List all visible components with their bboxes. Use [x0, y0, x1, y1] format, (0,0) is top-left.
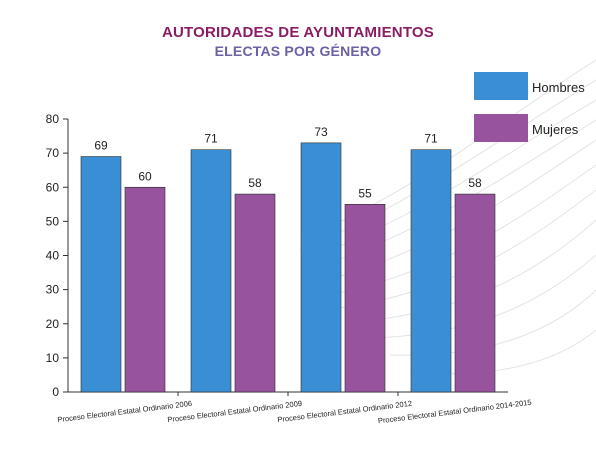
data-label: 71: [424, 132, 438, 146]
y-tick-label: 60: [46, 180, 60, 194]
y-tick-label: 30: [46, 283, 60, 297]
chart-title-line2: ELECTAS POR GÉNERO: [214, 43, 382, 59]
bar-hombres: [80, 156, 122, 393]
legend-swatch-hombres: [474, 72, 528, 100]
y-tick-label: 80: [46, 112, 60, 126]
y-tick-label: 10: [46, 351, 60, 365]
bar-mujeres: [454, 193, 496, 393]
legend-swatch-mujeres: [474, 114, 528, 142]
legend-label-hombres: Hombres: [532, 80, 585, 95]
y-tick-label: 20: [46, 317, 60, 331]
bar-hombres: [300, 142, 342, 393]
bar-mujeres: [344, 204, 386, 393]
bar-hombres: [190, 149, 232, 393]
bar-mujeres: [234, 193, 276, 393]
y-tick-label: 50: [46, 214, 60, 228]
chart-title-line1: AUTORIDADES DE AYUNTAMIENTOS: [161, 24, 435, 41]
legend-label-mujeres: Mujeres: [532, 122, 579, 137]
y-tick-label: 0: [52, 385, 59, 399]
data-label: 55: [358, 186, 372, 200]
y-tick-label: 40: [46, 249, 60, 263]
data-label: 71: [204, 132, 218, 146]
data-label: 58: [468, 176, 482, 190]
bar-mujeres: [124, 186, 166, 393]
data-label: 60: [138, 169, 152, 183]
data-label: 58: [248, 176, 262, 190]
y-tick-label: 70: [46, 146, 60, 160]
data-label: 69: [94, 139, 108, 153]
bar-hombres: [410, 149, 452, 393]
data-label: 73: [314, 125, 328, 139]
